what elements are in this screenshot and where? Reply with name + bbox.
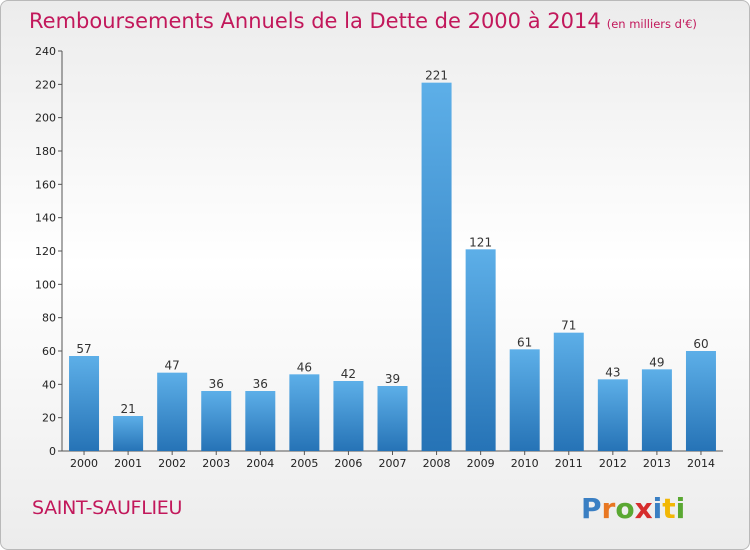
data-label-2009: 121	[469, 235, 492, 249]
y-tick-label: 160	[35, 178, 56, 191]
y-tick-label: 20	[42, 412, 56, 425]
bars-group	[69, 82, 716, 452]
y-tick-label: 80	[42, 312, 56, 325]
x-tick-label: 2006	[334, 457, 362, 470]
x-tick-label: 2003	[202, 457, 230, 470]
data-label-2007: 39	[385, 372, 400, 386]
data-labels-group: 57 21 47 36 36 46 42 39 221 121 61 71 43 49 60	[76, 69, 708, 416]
data-label-2012: 43	[605, 365, 620, 379]
x-tick-label: 2010	[511, 457, 539, 470]
bar-2010	[509, 349, 540, 451]
x-tick-label: 2012	[599, 457, 627, 470]
y-tick-label: 100	[35, 278, 56, 291]
data-label-2013: 49	[649, 355, 664, 369]
bar-2012	[597, 379, 628, 451]
x-tick-label: 2002	[158, 457, 186, 470]
data-label-2014: 60	[693, 337, 708, 351]
data-label-2000: 57	[76, 342, 91, 356]
bar-2005	[289, 374, 320, 451]
y-tick-label: 220	[35, 78, 56, 91]
x-tick-label: 2007	[379, 457, 407, 470]
x-tick-label: 2014	[687, 457, 715, 470]
data-label-2006: 42	[341, 367, 356, 381]
y-tick-label: 180	[35, 145, 56, 158]
bar-2009	[465, 249, 496, 451]
bar-2007	[377, 386, 408, 451]
data-label-2003: 36	[209, 377, 224, 391]
y-tick-label: 120	[35, 245, 56, 258]
bar-2000	[69, 356, 100, 451]
x-tick-label: 2013	[643, 457, 671, 470]
bar-2001	[113, 416, 144, 451]
bar-2002	[157, 372, 188, 451]
y-tick-label: 240	[35, 45, 56, 58]
data-label-2001: 21	[120, 402, 135, 416]
bar-2006	[333, 381, 364, 451]
y-tick-label: 60	[42, 345, 56, 358]
data-label-2002: 47	[165, 359, 180, 373]
bar-2008	[421, 82, 452, 452]
x-axis: 2000 2001 2002 2003 2004 2005 2006 2007 2008 2009…	[62, 450, 723, 470]
svg-text:Proxiti: Proxiti	[581, 492, 685, 525]
x-tick-label: 2009	[467, 457, 495, 470]
x-tick-label: 2004	[246, 457, 274, 470]
x-tick-label: 2000	[70, 457, 98, 470]
bar-2003	[201, 391, 232, 451]
x-tick-label: 2001	[114, 457, 142, 470]
data-label-2008: 221	[425, 69, 448, 83]
x-tick-label: 2011	[555, 457, 583, 470]
bar-2011	[553, 332, 584, 451]
x-tick-label: 2008	[423, 457, 451, 470]
y-axis: 0 20 40 60 80 100 120 140 160 180 200 220 240	[35, 45, 63, 458]
data-label-2010: 61	[517, 335, 532, 349]
data-label-2004: 36	[253, 377, 268, 391]
bar-2014	[685, 351, 716, 451]
data-label-2005: 46	[297, 360, 312, 374]
y-tick-label: 140	[35, 212, 56, 225]
proxiti-logo: Proxiti	[581, 488, 691, 532]
y-tick-label: 200	[35, 112, 56, 125]
y-tick-label: 40	[42, 378, 56, 391]
unit-label: (en milliers d'€)	[606, 17, 697, 31]
x-tick-label: 2005	[290, 457, 318, 470]
commune-name: SAINT-SAUFLIEU	[32, 497, 183, 519]
data-label-2011: 71	[561, 319, 576, 333]
y-tick-label: 0	[49, 445, 56, 458]
chart-title: Remboursements Annuels de la Dette de 20…	[29, 9, 697, 33]
bar-2013	[641, 369, 672, 451]
bar-2004	[245, 391, 276, 451]
